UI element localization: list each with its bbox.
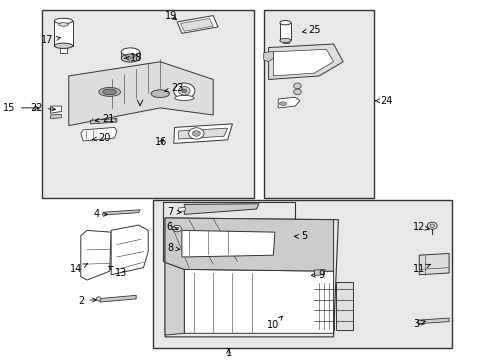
Polygon shape bbox=[178, 207, 185, 212]
Text: 23: 23 bbox=[164, 84, 183, 93]
Text: 1: 1 bbox=[225, 348, 231, 358]
Polygon shape bbox=[165, 262, 184, 335]
Circle shape bbox=[182, 89, 186, 93]
Polygon shape bbox=[90, 118, 117, 124]
Bar bbox=[153, 200, 450, 347]
Circle shape bbox=[178, 87, 190, 95]
Polygon shape bbox=[314, 269, 324, 275]
Ellipse shape bbox=[54, 18, 73, 23]
Polygon shape bbox=[180, 18, 213, 31]
Ellipse shape bbox=[151, 90, 169, 98]
Text: 8: 8 bbox=[167, 243, 180, 253]
Text: 10: 10 bbox=[267, 316, 282, 330]
Ellipse shape bbox=[125, 54, 135, 58]
Bar bbox=[121, 52, 139, 58]
Ellipse shape bbox=[121, 48, 139, 56]
Bar bbox=[280, 23, 290, 40]
Polygon shape bbox=[100, 295, 136, 302]
Text: 13: 13 bbox=[109, 266, 126, 278]
Polygon shape bbox=[50, 114, 61, 118]
Polygon shape bbox=[417, 318, 448, 324]
Text: 2: 2 bbox=[78, 296, 96, 306]
Polygon shape bbox=[273, 49, 333, 76]
Polygon shape bbox=[81, 127, 117, 141]
Bar bbox=[54, 21, 73, 46]
Bar bbox=[60, 45, 67, 53]
Ellipse shape bbox=[99, 87, 120, 96]
Text: 19: 19 bbox=[165, 10, 177, 21]
Text: 18: 18 bbox=[124, 53, 142, 63]
Text: 4: 4 bbox=[94, 210, 107, 219]
Circle shape bbox=[175, 227, 179, 230]
Text: 20: 20 bbox=[92, 133, 111, 143]
Text: 15: 15 bbox=[3, 103, 39, 113]
Bar bbox=[314, 282, 333, 330]
Text: 21: 21 bbox=[95, 113, 115, 123]
Polygon shape bbox=[177, 15, 218, 33]
Bar bbox=[263, 10, 374, 198]
Text: 6: 6 bbox=[166, 222, 177, 232]
Polygon shape bbox=[81, 230, 111, 280]
Polygon shape bbox=[165, 218, 333, 271]
Text: 16: 16 bbox=[155, 136, 167, 147]
Polygon shape bbox=[278, 97, 299, 108]
Circle shape bbox=[427, 222, 436, 229]
Bar bbox=[335, 282, 352, 330]
Text: 7: 7 bbox=[167, 207, 181, 217]
Text: 22: 22 bbox=[30, 103, 55, 113]
Bar bbox=[163, 202, 294, 261]
Ellipse shape bbox=[121, 54, 139, 62]
Polygon shape bbox=[111, 225, 148, 275]
Polygon shape bbox=[102, 210, 140, 215]
Polygon shape bbox=[50, 106, 61, 113]
Polygon shape bbox=[173, 124, 232, 143]
Ellipse shape bbox=[279, 102, 286, 105]
Circle shape bbox=[188, 128, 203, 139]
Polygon shape bbox=[418, 253, 448, 275]
Circle shape bbox=[293, 83, 301, 89]
Ellipse shape bbox=[279, 38, 290, 42]
Text: 25: 25 bbox=[302, 25, 320, 35]
Bar bbox=[42, 10, 254, 198]
Polygon shape bbox=[182, 230, 274, 257]
Ellipse shape bbox=[54, 43, 73, 49]
Ellipse shape bbox=[96, 297, 101, 301]
Text: 12: 12 bbox=[412, 222, 428, 232]
Bar bbox=[282, 40, 288, 43]
Polygon shape bbox=[263, 51, 273, 62]
Text: 14: 14 bbox=[70, 264, 87, 274]
Polygon shape bbox=[184, 204, 259, 215]
Polygon shape bbox=[165, 218, 338, 337]
Polygon shape bbox=[268, 44, 343, 80]
Polygon shape bbox=[178, 128, 227, 139]
Polygon shape bbox=[184, 269, 333, 333]
Text: 3: 3 bbox=[412, 319, 424, 329]
Circle shape bbox=[172, 225, 181, 232]
Text: 17: 17 bbox=[41, 35, 60, 45]
Circle shape bbox=[173, 83, 195, 99]
Circle shape bbox=[192, 131, 200, 136]
Circle shape bbox=[293, 89, 301, 95]
Circle shape bbox=[429, 224, 434, 228]
Polygon shape bbox=[69, 62, 213, 126]
Ellipse shape bbox=[59, 23, 68, 26]
Text: 9: 9 bbox=[311, 270, 324, 280]
Text: 11: 11 bbox=[412, 264, 429, 274]
Text: 5: 5 bbox=[294, 231, 306, 242]
Ellipse shape bbox=[103, 89, 116, 95]
Ellipse shape bbox=[279, 21, 290, 25]
Text: 24: 24 bbox=[374, 96, 392, 106]
Ellipse shape bbox=[174, 95, 194, 100]
Polygon shape bbox=[417, 324, 424, 325]
